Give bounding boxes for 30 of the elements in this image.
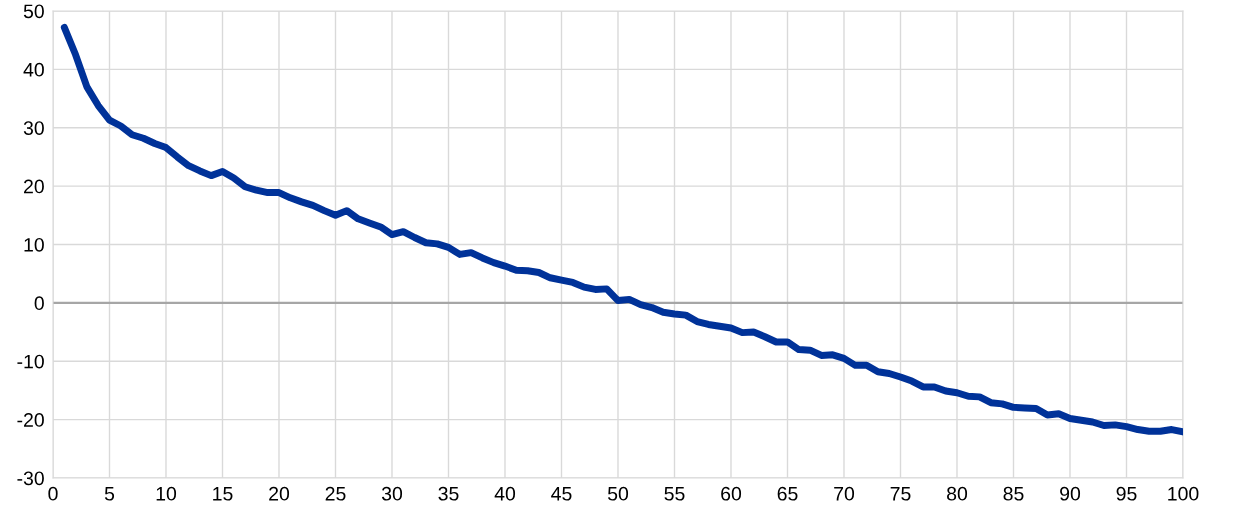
y-tick-label: 10: [24, 237, 44, 252]
x-tick-label: 70: [834, 486, 855, 501]
x-tick-label: 60: [721, 486, 742, 501]
y-tick-label: -20: [17, 413, 44, 427]
x-tick-label: 20: [269, 486, 290, 501]
x-tick-label: 85: [1003, 486, 1024, 501]
x-tick-label: 30: [381, 486, 403, 501]
x-tick-label: 45: [551, 487, 572, 501]
y-tick-label: -10: [17, 354, 44, 369]
x-tick-label: 65: [777, 486, 798, 501]
x-tick-label: 75: [890, 487, 911, 501]
y-tick-label: -30: [17, 471, 44, 486]
x-tick-label: 90: [1060, 486, 1081, 501]
x-tick-label: 15: [213, 487, 233, 501]
y-tick-label: 20: [24, 179, 44, 194]
x-tick-label: 80: [947, 486, 968, 501]
y-tick-label: 50: [23, 4, 44, 19]
x-tick-label: 40: [494, 486, 516, 501]
x-tick-label: 95: [1116, 486, 1137, 501]
y-tick-label: 0: [34, 296, 44, 311]
x-tick-label: 35: [438, 486, 459, 501]
y-tick-label: 40: [23, 62, 44, 77]
x-tick-label: 50: [607, 486, 629, 501]
x-tick-label: 25: [325, 486, 346, 501]
x-tick-label: 5: [104, 487, 115, 501]
x-tick-label: 10: [156, 486, 177, 501]
x-tick-label: 100: [1168, 486, 1199, 501]
y-tick-label: 30: [23, 121, 44, 135]
x-tick-label: 0: [48, 486, 58, 501]
x-tick-label: 55: [664, 487, 685, 501]
